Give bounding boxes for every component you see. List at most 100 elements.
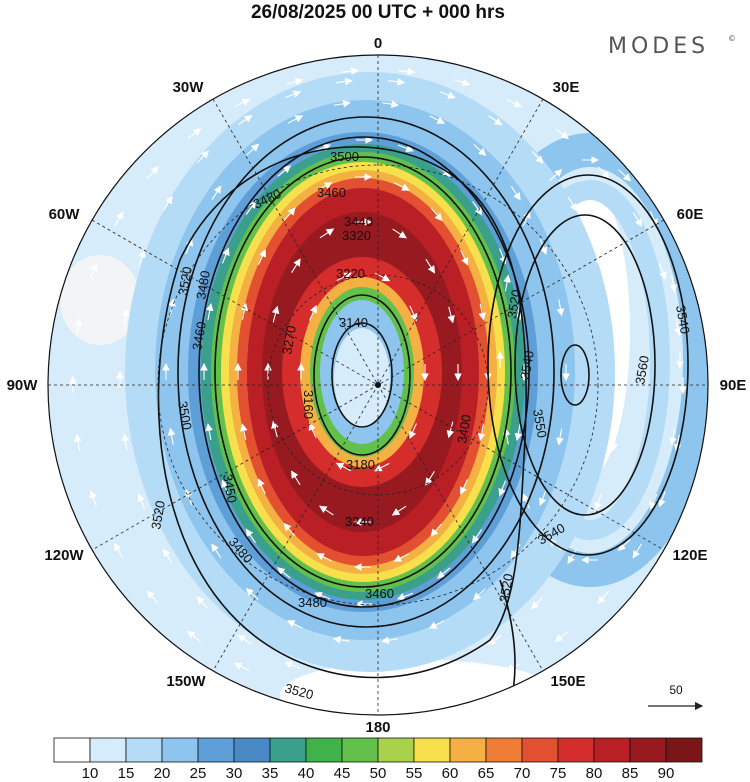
colorbar-swatch — [521, 737, 559, 763]
lon-label-60w: 60W — [49, 206, 81, 223]
contour-3520-inner — [157, 146, 527, 679]
wind-arrow-icon — [473, 143, 487, 156]
wind-arrow-icon — [556, 428, 564, 446]
wind-arrow-icon — [429, 115, 446, 124]
wind-arrow-icon — [506, 98, 523, 108]
wind-arrow-icon — [314, 143, 332, 152]
wind-arrow-icon — [477, 424, 486, 442]
pole-marker — [375, 382, 381, 388]
wind-arrow-icon — [245, 528, 256, 543]
lon-label-90e: 90E — [720, 377, 747, 394]
colorbar-swatch — [233, 737, 271, 763]
contour-label: 3520 — [504, 288, 524, 319]
wind-arrow-icon — [309, 304, 317, 321]
map-title: 26/08/2025 00 UTC + 000 hrs — [251, 2, 505, 23]
wind-arrow-icon — [319, 228, 335, 239]
wind-arrow-icon — [287, 115, 304, 124]
wind-arrow-icon — [567, 196, 577, 212]
colorbar-tick-label: 45 — [334, 765, 351, 782]
lon-label-180: 180 — [365, 719, 390, 736]
wind-arrow-icon — [397, 694, 415, 703]
lon-label-30e: 30E — [553, 79, 580, 96]
wind-arrow-icon — [446, 421, 455, 439]
contour-3540-outer — [487, 174, 689, 556]
wind-arrow-icon — [409, 305, 418, 322]
contour-label: 3460 — [189, 320, 209, 351]
wind-arrow-icon — [334, 674, 352, 683]
wind-arrow-icon — [595, 250, 603, 267]
contour-label: 3520 — [148, 499, 168, 530]
wind-arrow-icon — [471, 529, 483, 544]
wind-arrow-icon — [531, 596, 544, 610]
wind-arrow-icon — [240, 302, 249, 320]
contour-label: 3180 — [346, 457, 375, 472]
colorbar-tick-label: 75 — [550, 765, 567, 782]
wind-arrow-icon — [669, 275, 678, 293]
wind-arrow-icon — [659, 263, 667, 280]
wind-arrow-icon — [556, 299, 565, 317]
wind-arrow-icon — [283, 207, 296, 221]
contour-label: 3270 — [279, 324, 299, 355]
wind-arrow-icon — [246, 143, 260, 156]
wind-arrow-icon — [211, 543, 222, 559]
wind-arrow-icon — [137, 493, 145, 510]
reference-vector-label: 50 — [669, 683, 683, 697]
wind-arrow-icon — [336, 272, 352, 282]
colorbar-swatch — [305, 737, 343, 763]
wind-arrow-icon — [669, 428, 677, 446]
wind-arrow-icon — [211, 185, 222, 200]
colorbar-swatch — [449, 737, 487, 763]
contour-label: 3560 — [632, 354, 652, 385]
contour-3460 — [214, 156, 512, 588]
wind-arrow-icon — [478, 303, 486, 321]
wind-arrow-icon — [531, 150, 544, 164]
wind-arrow-icon — [394, 182, 410, 191]
contour-3500 — [177, 116, 555, 628]
colorbar-swatch — [89, 737, 127, 763]
colorbar-tick-label: 70 — [514, 765, 531, 782]
contour-3520-south — [499, 579, 516, 715]
wind-arrow-icon — [472, 201, 483, 216]
contour-3180 — [313, 294, 411, 456]
wind-arrow-icon — [114, 211, 124, 227]
wind-arrow-icon — [187, 128, 202, 139]
wind-arrow-icon — [319, 505, 334, 516]
wind-arrow-icon — [286, 77, 304, 86]
lon-label-30w: 30W — [173, 79, 205, 96]
contour-label: 3540 — [517, 349, 537, 380]
colorbar-swatch — [629, 737, 667, 763]
wind-arrow-icon — [597, 590, 610, 605]
contour-label: 3500 — [175, 400, 195, 431]
wind-arrow-icon — [514, 424, 523, 441]
wind-arrow-icon — [447, 306, 455, 324]
lon-label-120w: 120W — [44, 547, 84, 564]
contour-label: 3520 — [283, 680, 315, 702]
wind-arrow-icon — [618, 169, 632, 182]
wind-arrow-icon — [257, 478, 266, 495]
colorbar-tick-label: 35 — [262, 765, 279, 782]
wind-arrow-icon — [237, 634, 252, 645]
wind-arrow-icon — [503, 274, 511, 292]
colorbar-tick-label: 50 — [370, 765, 387, 782]
wind-arrow-icon — [673, 434, 682, 452]
wind-arrow-icon — [460, 249, 469, 266]
wind-arrow-icon — [89, 490, 97, 507]
contour-label: 3520 — [496, 572, 516, 603]
wind-arrow-icon — [238, 115, 253, 126]
wind-arrow-icon — [510, 544, 521, 559]
contour-3480 — [198, 136, 530, 608]
wind-arrow-icon — [290, 470, 301, 486]
wind-arrow-icon — [567, 549, 577, 565]
colorbar-tick-label: 60 — [442, 765, 459, 782]
wind-arrow-icon — [221, 479, 229, 496]
colorbar-tick-label: 55 — [406, 765, 423, 782]
wind-arrow-icon — [658, 491, 666, 508]
contour-label: 3500 — [330, 149, 359, 164]
contour-label: 3480 — [298, 595, 327, 610]
wind-arrow-icon — [398, 67, 416, 76]
wind-arrow-icon — [332, 636, 350, 644]
wind-arrow-icon — [460, 479, 469, 495]
reference-vector: 50 — [648, 683, 704, 711]
